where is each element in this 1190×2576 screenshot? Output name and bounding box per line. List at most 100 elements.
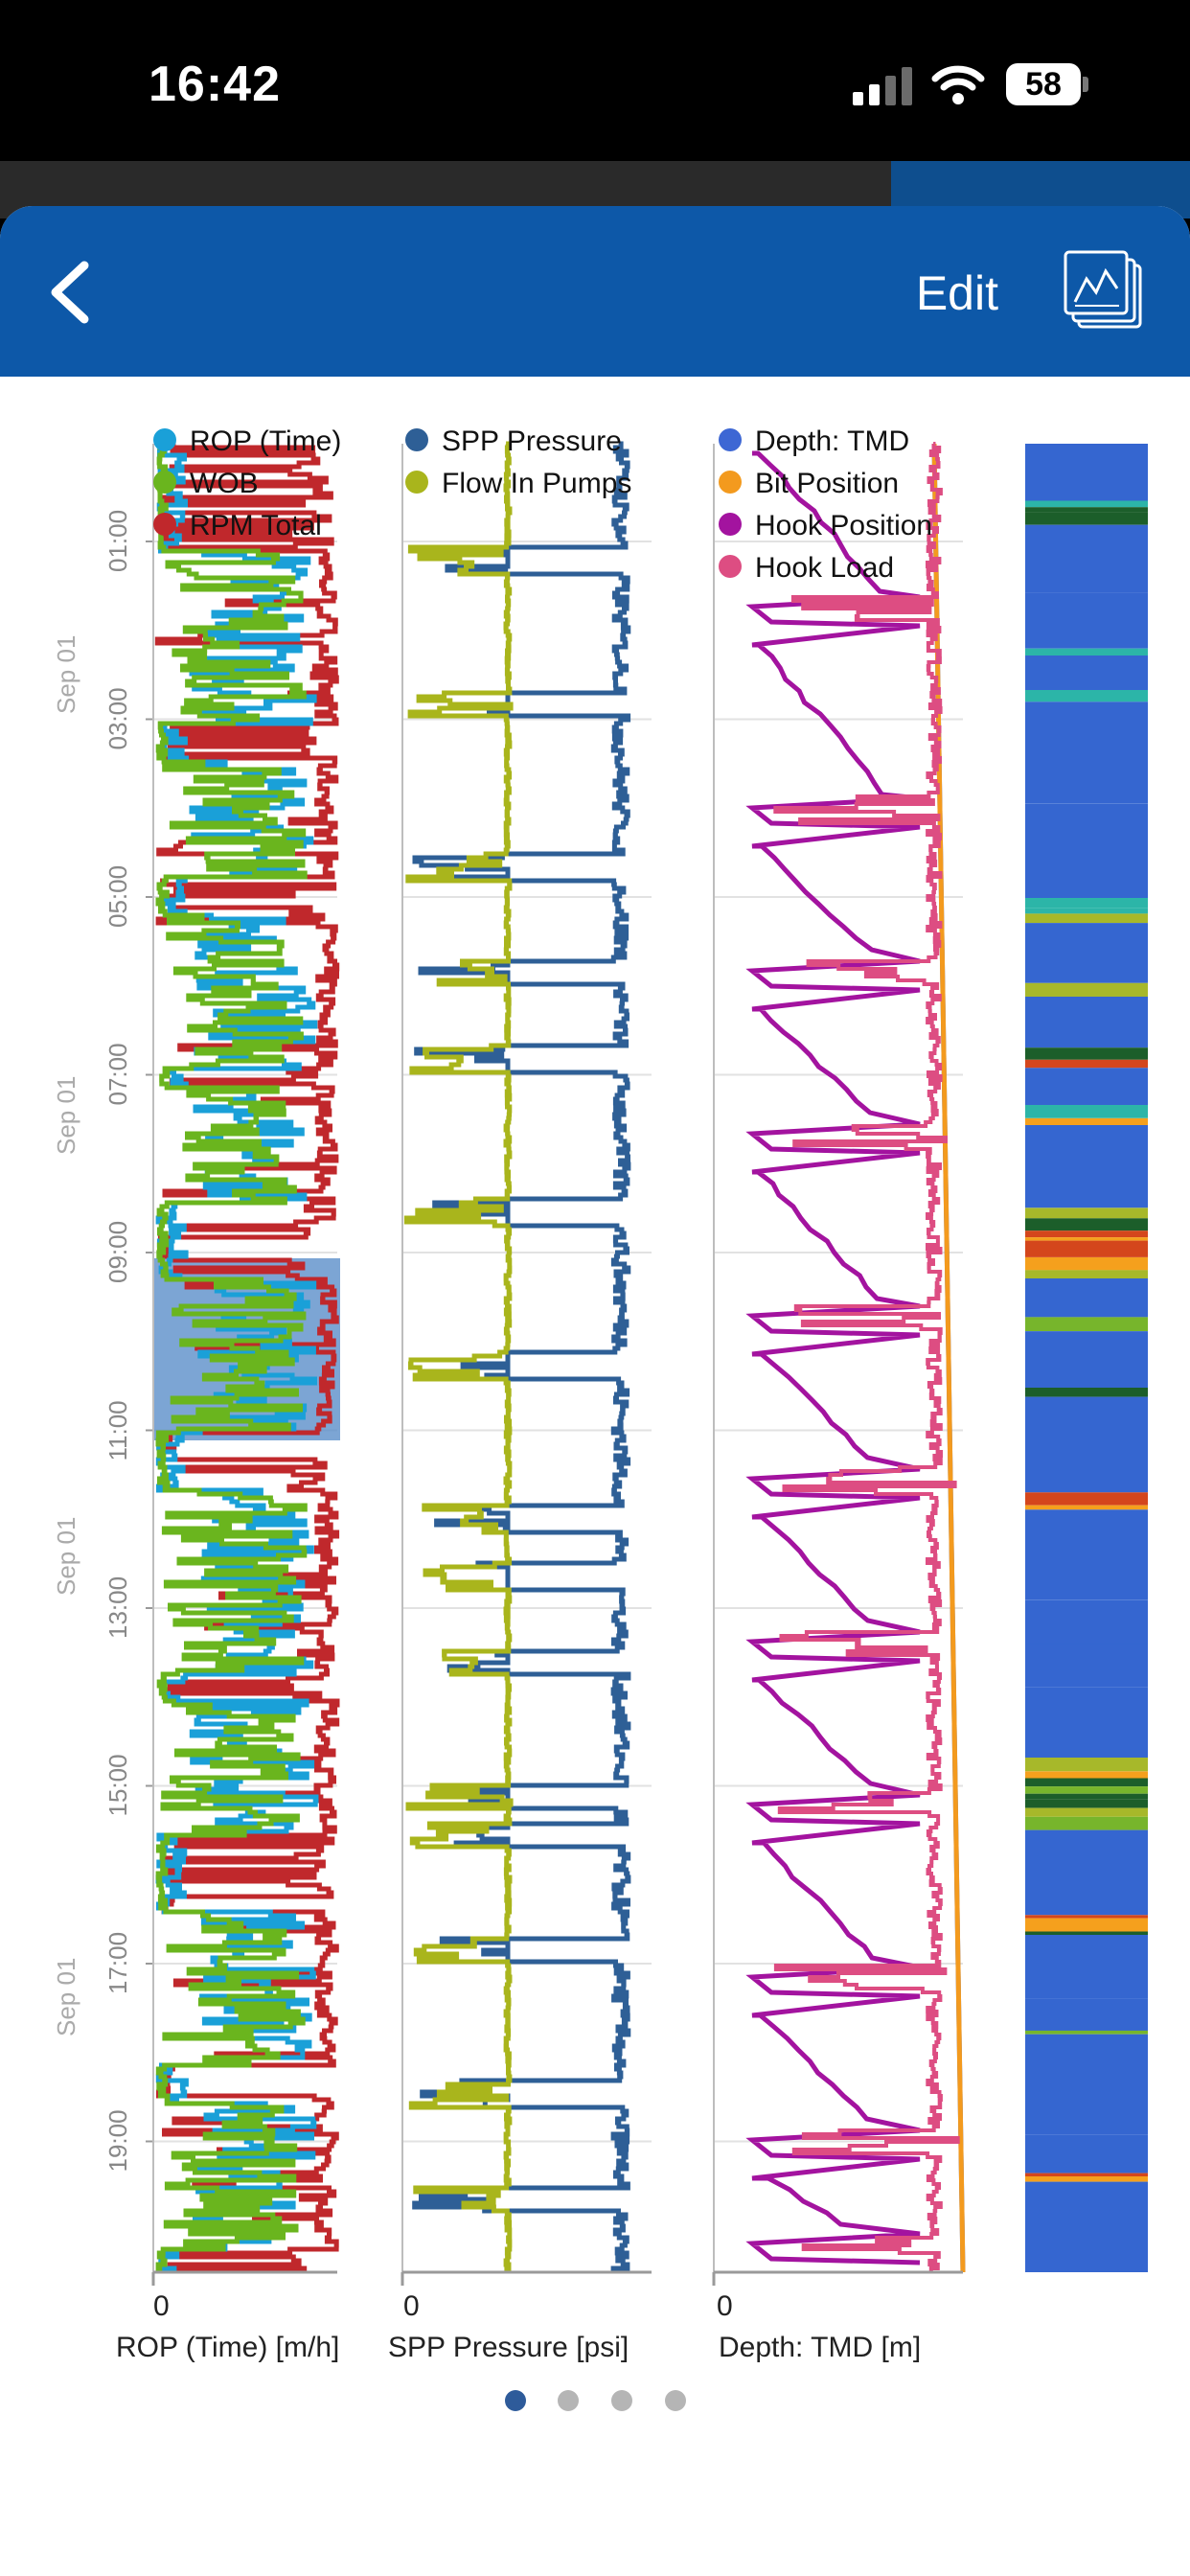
activity-band-segment [1025,1117,1148,1126]
activity-band-segment [1025,1278,1148,1318]
activity-band-segment [1025,512,1148,525]
well-log-chart[interactable]: 01:00 03:00 05:00 07:00 09:00 11:00 13:00 15:00… [0,377,1190,2576]
activity-band-segment [1025,982,1148,998]
activity-band-segment [1025,1509,1148,1600]
x-axis-label-track-2: SPP Pressure [psi] [388,2332,629,2363]
activity-band-segment [1025,1270,1148,1278]
legend-item[interactable]: RPM Total [153,510,322,541]
activity-band-segment [1025,2134,1148,2174]
legend-swatch [153,428,176,451]
activity-band-segment [1025,1644,1148,1688]
clock: 16:42 [149,57,281,112]
activity-band-segment [1025,2181,1148,2272]
activity-band-segment [1025,524,1148,593]
y-tick-label: 13:00 [103,1576,132,1639]
activity-band-segment [1025,1918,1148,1932]
activity-band-segment [1025,1331,1148,1388]
y-tick-label: 19:00 [103,2109,132,2172]
activity-band-segment [1025,803,1148,899]
rpm-total-trace[interactable] [154,441,340,2272]
activity-band-segment [1025,1687,1148,1758]
y-tick-label: 17:00 [103,1932,132,1994]
activity-band-segment [1025,1252,1148,1257]
activity-band-segment [1025,908,1148,914]
x-axis-label-track-1: ROP (Time) [m/h] [116,2332,339,2363]
navigation-bar: Edit [0,206,1190,377]
activity-band-segment [1025,1068,1148,1105]
legend-label: Bit Position [755,468,899,499]
activity-band-segment [1025,2034,1148,2135]
legend-item[interactable]: Hook Position [719,510,932,541]
activity-band-segment [1025,1492,1148,1506]
activity-band-segment [1025,898,1148,908]
spp-pressure-trace[interactable] [412,441,631,2272]
page-dot-active[interactable] [505,2390,526,2411]
activity-band-segment [1025,1505,1148,1510]
y-tick-label: 01:00 [103,510,132,572]
legend-item[interactable]: Hook Load [719,552,894,584]
chart-area[interactable]: 01:00 03:00 05:00 07:00 09:00 11:00 13:00 15:00… [0,377,1190,2576]
legend-item[interactable]: SPP Pressure [405,426,622,457]
y-tick-label: 15:00 [103,1754,132,1816]
activity-band-segment [1025,913,1148,924]
page-indicator[interactable] [505,2390,686,2411]
activity-band-segment [1025,1793,1148,1800]
activity-band-segment [1025,1816,1148,1830]
y-tick-label: 07:00 [103,1043,132,1105]
legend-item[interactable]: ROP (Time) [153,426,341,457]
flow-in-trace[interactable] [403,441,514,2272]
legend-swatch [153,471,176,494]
chart-layers-icon[interactable] [1064,250,1144,331]
battery-cap [1083,77,1088,92]
date-label: Sep 01 [52,1517,80,1596]
page-dot[interactable] [665,2390,686,2411]
activity-band-segment [1025,1264,1148,1271]
legend-label: Hook Load [755,552,894,584]
activity-band-segment [1025,1257,1148,1265]
y-tick-label: 09:00 [103,1221,132,1283]
activity-band-segment [1025,1771,1148,1779]
legend-item[interactable]: Depth: TMD [719,426,909,457]
activity-band-segment [1025,997,1148,1048]
signal-icon [853,67,912,105]
page-dot[interactable] [611,2390,632,2411]
activity-band-segment [1025,507,1148,513]
activity-band-segment [1025,1915,1148,1919]
hook-load-trace[interactable] [773,442,960,2272]
activity-band-segment [1025,1778,1148,1787]
page-dot[interactable] [558,2390,579,2411]
legend-label: Hook Position [755,510,932,541]
activity-band-segment [1025,648,1148,656]
activity-band-segment [1025,592,1148,649]
activity-band-segment [1025,1935,1148,1999]
activity-band-segment [1025,656,1148,690]
legend-item[interactable]: WOB [153,468,259,499]
x-tick-track-1: 0 [153,2290,170,2322]
activity-band-segment [1025,1388,1148,1397]
legend-swatch [719,428,742,451]
battery-icon: 58 [1006,63,1081,105]
edit-button[interactable]: Edit [915,266,998,320]
y-tick-label: 03:00 [103,687,132,749]
activity-band-segment [1025,1599,1148,1644]
wifi-icon [931,65,985,104]
wob-trace[interactable] [155,441,308,2272]
legend-item[interactable]: Flow In Pumps [405,468,631,499]
legend-swatch [153,513,176,536]
activity-band-segment [1025,1829,1148,1916]
date-label: Sep 01 [52,635,80,714]
legend-swatch [719,513,742,536]
legend-item[interactable]: Bit Position [719,468,899,499]
legend-track-1: ROP (Time) WOB RPM Total [153,426,341,541]
y-tick-label: 11:00 [103,1400,132,1460]
date-label: Sep 01 [52,1076,80,1155]
legend-track-2: SPP Pressure Flow In Pumps [405,426,631,499]
back-chevron-icon[interactable] [38,254,105,331]
legend-label: RPM Total [190,510,322,541]
activity-band-segment [1025,2030,1148,2035]
x-axis-label-track-3: Depth: TMD [m] [719,2332,921,2363]
x-tick-track-3: 0 [717,2290,733,2322]
hook-position-trace[interactable] [745,450,921,2266]
activity-band-segment [1025,2176,1148,2182]
activity-band-segment [1025,1799,1148,1808]
